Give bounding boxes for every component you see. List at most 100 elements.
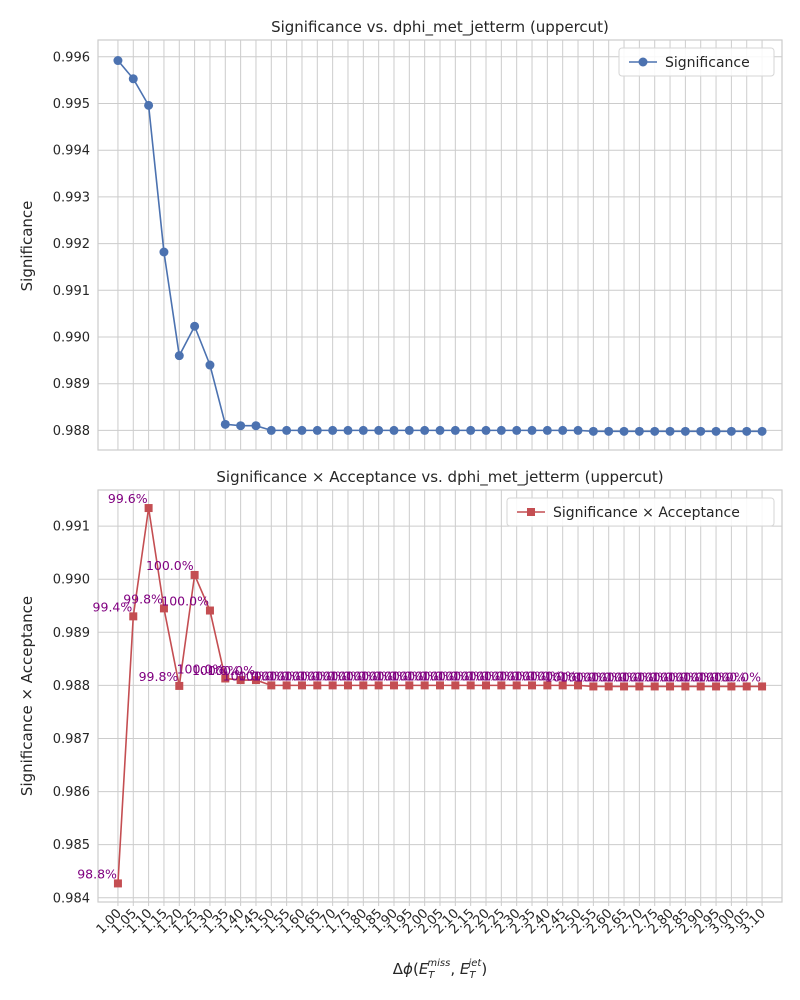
bottom-data-point (236, 676, 245, 685)
top-data-point (343, 425, 353, 435)
bottom-data-point (313, 681, 322, 690)
point-annotation: 100.0% (192, 663, 240, 678)
top-data-point (358, 425, 368, 435)
top-data-point (665, 426, 675, 436)
point-annotation: 100.0% (437, 668, 485, 683)
point-annotation: 100.0% (376, 668, 424, 683)
bottom-chart-title: Significance × Acceptance vs. dphi_met_j… (216, 468, 663, 487)
bottom-data-point (190, 570, 199, 579)
point-annotation: 100.0% (468, 668, 516, 683)
top-legend: Significance (618, 47, 775, 77)
top-data-point (680, 426, 690, 436)
bottom-data-point (328, 681, 337, 690)
bottom-y-axis-title: Significance × Acceptance (18, 596, 36, 796)
bottom-y-tick-label: 0.988 (53, 679, 90, 694)
top-y-tick-label: 0.988 (53, 424, 90, 439)
point-annotation: 100.0% (284, 668, 332, 683)
point-annotation: 100.0% (637, 669, 685, 684)
top-data-point (573, 425, 583, 435)
bottom-data-point (696, 682, 705, 691)
bottom-data-point (282, 681, 291, 690)
bottom-y-tick-label: 0.989 (53, 626, 90, 641)
point-annotation: 100.0% (545, 669, 593, 684)
top-data-point (312, 425, 322, 435)
top-y-tick-label: 0.993 (53, 190, 90, 205)
bottom-data-point (742, 682, 751, 691)
top-data-point (619, 426, 629, 436)
bottom-data-point (650, 682, 659, 691)
bottom-y-tick-label: 0.991 (53, 520, 90, 535)
top-data-point (588, 426, 598, 436)
bottom-data-point (297, 681, 306, 690)
top-data-point (496, 425, 506, 435)
point-annotation: 100.0% (713, 669, 761, 684)
bottom-y-tick-label: 0.984 (53, 891, 90, 906)
point-annotation: 100.0% (269, 668, 317, 683)
bottom-y-tick-label: 0.987 (53, 732, 90, 747)
top-data-point (634, 426, 644, 436)
bottom-data-point (267, 681, 276, 690)
bottom-data-point (451, 681, 460, 690)
point-annotation: 100.0% (560, 669, 608, 684)
top-data-point (251, 421, 261, 431)
point-annotation: 100.0% (453, 668, 501, 683)
top-data-point (450, 425, 460, 435)
significance-acceptance-chart: 0.984 0.985 0.986 0.987 0.988 0.989 0.990 0.991… (18, 468, 783, 981)
point-annotation: 100.0% (514, 668, 562, 683)
top-data-point (466, 425, 476, 435)
top-plot-frame (97, 39, 783, 451)
point-annotation: 100.0% (483, 668, 531, 683)
bottom-data-point (482, 681, 491, 690)
top-data-point (374, 425, 384, 435)
point-annotation: 100.0% (652, 669, 700, 684)
top-y-tick-label: 0.992 (53, 237, 90, 252)
point-annotation: 100.0% (299, 668, 347, 683)
top-y-tick-label: 0.989 (53, 377, 90, 392)
top-y-tick-label: 0.991 (53, 284, 90, 299)
bottom-data-point (574, 681, 583, 690)
bottom-y-tick-label: 0.990 (53, 573, 90, 588)
point-annotation: 100.0% (499, 668, 547, 683)
bottom-y-tick-label: 0.985 (53, 838, 90, 853)
point-annotation: 100.0% (146, 558, 194, 573)
top-y-tick-label: 0.990 (53, 330, 90, 345)
point-annotation: 100.0% (223, 668, 271, 683)
point-annotation: 100.0% (667, 669, 715, 684)
bottom-legend-marker (527, 508, 535, 516)
top-data-point (435, 425, 445, 435)
bottom-data-point (175, 681, 184, 690)
bottom-data-point (159, 604, 168, 613)
point-annotation: 98.8% (77, 866, 117, 881)
bottom-data-point (205, 606, 214, 615)
top-data-point (282, 425, 292, 435)
bottom-data-point (604, 682, 613, 691)
bottom-data-point (129, 612, 138, 621)
top-y-tick-label: 0.995 (53, 97, 90, 112)
bottom-data-point (343, 681, 352, 690)
top-data-point (512, 425, 522, 435)
point-annotation: 100.0% (591, 669, 639, 684)
point-annotation: 100.0% (621, 669, 669, 684)
point-annotation: 99.4% (93, 599, 133, 614)
point-annotation: 100.0% (161, 594, 209, 609)
top-data-point (174, 351, 184, 361)
top-data-point (236, 421, 246, 431)
bottom-data-point (681, 682, 690, 691)
bottom-data-point (589, 682, 598, 691)
top-chart-title: Significance vs. dphi_met_jetterm (upper… (271, 18, 609, 37)
x-axis-title: Δϕ(ETmiss, ETjet) (393, 958, 487, 981)
point-annotation: 100.0% (238, 668, 286, 683)
point-annotation: 100.0% (529, 668, 577, 683)
bottom-data-point (251, 676, 260, 685)
top-legend-marker (638, 57, 648, 67)
top-data-point (757, 426, 767, 436)
point-annotation: 100.0% (422, 668, 470, 683)
bottom-data-point (436, 681, 444, 690)
top-data-point (696, 426, 706, 436)
bottom-legend-box (506, 497, 775, 527)
bottom-y-tick-label: 0.986 (53, 785, 90, 800)
bottom-data-point (558, 681, 567, 690)
bottom-data-point (405, 681, 414, 690)
top-data-point (190, 321, 200, 331)
bottom-data-point (221, 674, 230, 683)
